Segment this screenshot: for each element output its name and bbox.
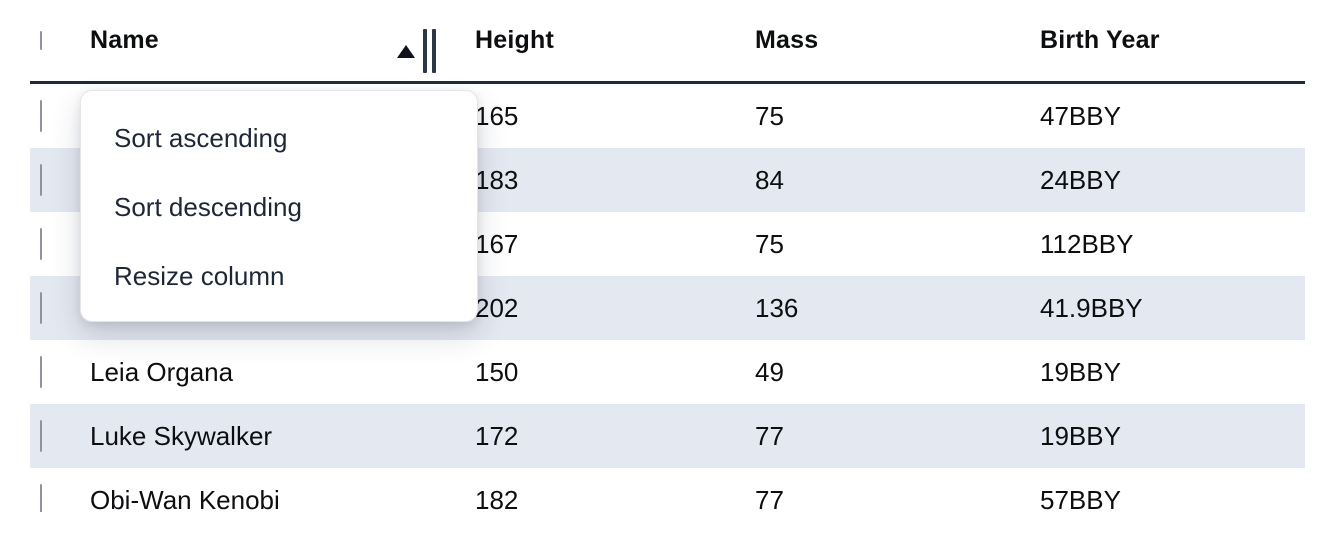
row-select-cell [30, 163, 90, 196]
mass-cell: 136 [755, 292, 799, 323]
table-header-row: Name Height Mass Birth Year [30, 0, 1305, 84]
birth-year-cell: 24BBY [1040, 164, 1121, 195]
mass-cell: 75 [755, 100, 784, 131]
column-header-name[interactable]: Name [90, 26, 159, 54]
height-cell: 150 [475, 356, 519, 387]
table-row: Obi-Wan Kenobi 182 77 57BBY [30, 468, 1305, 512]
height-cell: 167 [475, 228, 519, 259]
height-cell: 172 [475, 420, 519, 451]
row-select-cell [30, 355, 90, 388]
birth-year-cell: 47BBY [1040, 100, 1121, 131]
mass-cell: 77 [755, 420, 784, 451]
sort-ascending-icon [397, 45, 415, 58]
row-checkbox[interactable] [40, 291, 42, 324]
resize-bar-icon [432, 29, 436, 73]
column-header-birth-year[interactable]: Birth Year [1040, 26, 1160, 54]
column-context-menu: Sort ascending Sort descending Resize co… [80, 90, 478, 322]
mass-cell: 75 [755, 228, 784, 259]
row-checkbox[interactable] [40, 483, 42, 512]
height-cell: 202 [475, 292, 519, 323]
resize-bar-icon [423, 29, 427, 73]
birth-year-cell: 112BBY [1040, 228, 1134, 259]
height-cell: 182 [475, 484, 519, 513]
row-select-cell [30, 419, 90, 452]
row-select-cell [30, 227, 90, 260]
row-checkbox[interactable] [40, 99, 42, 132]
row-select-cell [30, 483, 90, 512]
column-header-mass[interactable]: Mass [755, 26, 819, 54]
mass-cell: 49 [755, 356, 784, 387]
birth-year-cell: 57BBY [1040, 484, 1121, 513]
row-checkbox[interactable] [40, 163, 42, 196]
name-cell: Leia Organa [90, 356, 234, 387]
mass-cell: 84 [755, 164, 784, 195]
column-resize-handle[interactable] [423, 29, 436, 73]
name-cell: Obi-Wan Kenobi [90, 484, 280, 513]
context-menu-item[interactable]: Sort ascending [114, 123, 288, 153]
mass-cell: 77 [755, 484, 784, 513]
table-row: Leia Organa 150 49 19BBY [30, 340, 1305, 404]
select-all-cell [30, 30, 90, 50]
row-select-cell [30, 291, 90, 324]
height-cell: 183 [475, 164, 519, 195]
table-row: Luke Skywalker 172 77 19BBY [30, 404, 1305, 468]
row-checkbox[interactable] [40, 227, 42, 260]
row-select-cell [30, 99, 90, 132]
column-header-height[interactable]: Height [475, 26, 554, 54]
height-cell: 165 [475, 100, 519, 131]
name-cell: Luke Skywalker [90, 420, 273, 451]
birth-year-cell: 19BBY [1040, 356, 1121, 387]
row-checkbox[interactable] [40, 419, 42, 452]
select-all-checkbox[interactable] [40, 30, 42, 50]
row-checkbox[interactable] [40, 355, 42, 388]
context-menu-item[interactable]: Resize column [114, 261, 285, 291]
birth-year-cell: 41.9BBY [1040, 292, 1143, 323]
birth-year-cell: 19BBY [1040, 420, 1121, 451]
context-menu-item[interactable]: Sort descending [114, 192, 302, 222]
table-viewport: Name Height Mass Birth Year 165 75 47BBY [30, 0, 1305, 512]
